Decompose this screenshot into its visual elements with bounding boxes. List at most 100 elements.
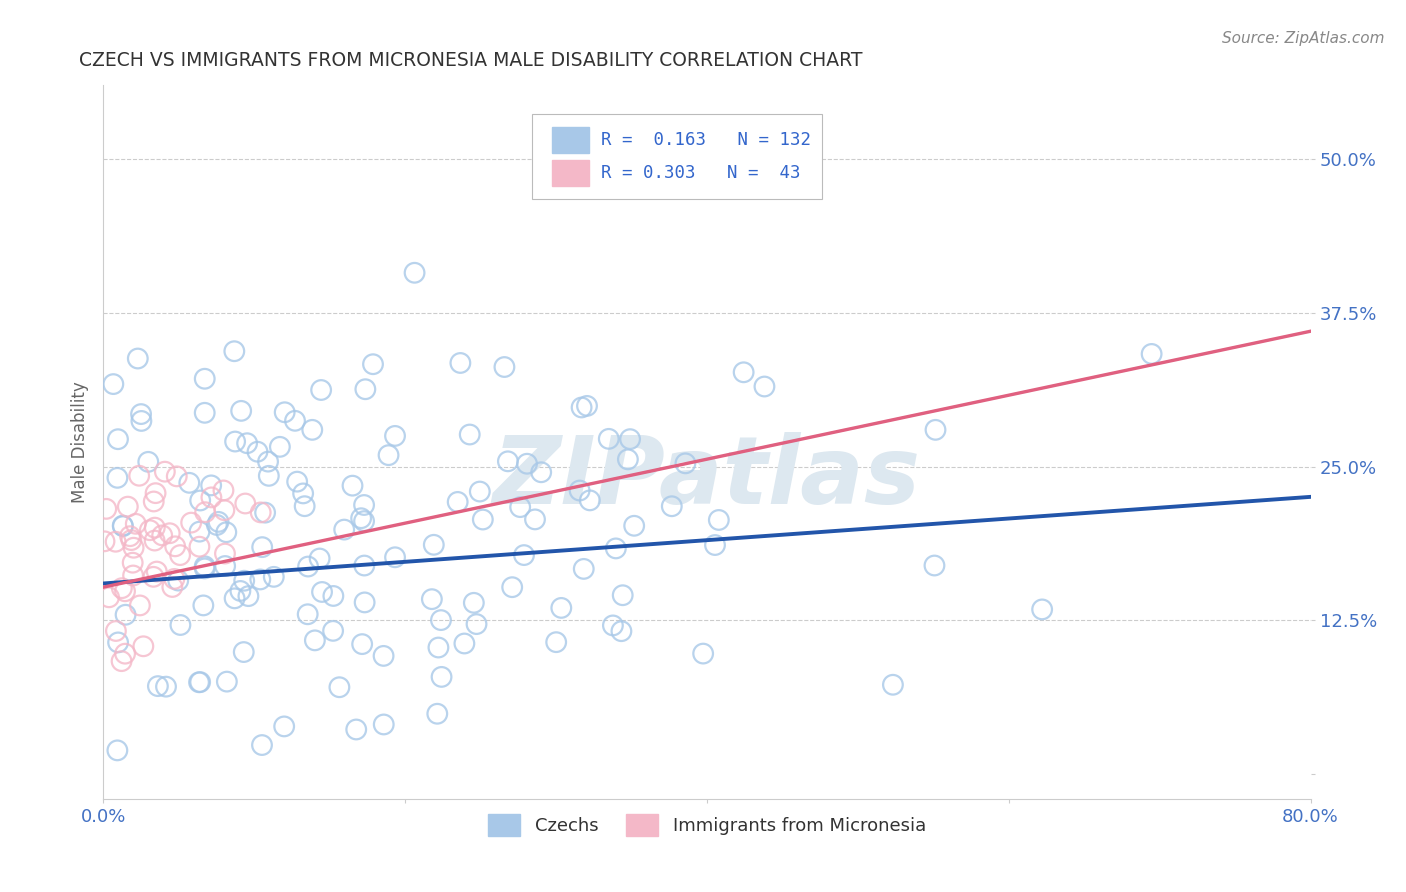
Point xyxy=(200,478,222,492)
Point xyxy=(128,468,150,483)
Point xyxy=(146,679,169,693)
Point xyxy=(294,499,316,513)
Point xyxy=(224,344,246,359)
Point xyxy=(165,539,187,553)
Point xyxy=(257,468,280,483)
Point xyxy=(301,423,323,437)
Point xyxy=(692,647,714,661)
Point xyxy=(114,647,136,661)
Point xyxy=(430,613,453,627)
Point xyxy=(426,706,449,721)
Point xyxy=(105,743,128,757)
Text: Source: ZipAtlas.com: Source: ZipAtlas.com xyxy=(1222,31,1385,46)
Point xyxy=(447,495,470,509)
Point xyxy=(579,493,602,508)
Text: R =  0.163   N = 132: R = 0.163 N = 132 xyxy=(600,131,811,149)
Point xyxy=(468,484,491,499)
Point xyxy=(166,469,188,483)
Point xyxy=(120,533,142,547)
Point xyxy=(194,561,217,575)
Point xyxy=(384,550,406,565)
Point xyxy=(675,456,697,470)
Point xyxy=(623,518,645,533)
Point xyxy=(322,589,344,603)
Point xyxy=(1031,602,1053,616)
Point xyxy=(129,599,152,613)
Point xyxy=(1140,347,1163,361)
Point xyxy=(516,457,538,471)
Point xyxy=(384,429,406,443)
Point xyxy=(103,377,125,392)
Point xyxy=(342,478,364,492)
Point xyxy=(125,516,148,531)
Point xyxy=(571,401,593,415)
Point xyxy=(471,512,494,526)
Point xyxy=(121,556,143,570)
Point xyxy=(297,559,319,574)
Point xyxy=(661,500,683,514)
Point xyxy=(494,359,516,374)
Point xyxy=(136,455,159,469)
Point xyxy=(353,595,375,609)
Point xyxy=(882,678,904,692)
Point xyxy=(107,471,129,485)
Point xyxy=(114,607,136,622)
Point xyxy=(200,491,222,505)
Point xyxy=(598,432,620,446)
Point xyxy=(250,738,273,752)
Point xyxy=(122,568,145,582)
Point xyxy=(107,432,129,446)
Point xyxy=(188,675,211,690)
Point xyxy=(333,523,356,537)
Point xyxy=(159,526,181,541)
Point xyxy=(550,601,572,615)
Point xyxy=(249,573,271,587)
Point xyxy=(568,483,591,498)
Point xyxy=(224,434,246,449)
Point xyxy=(924,423,946,437)
FancyBboxPatch shape xyxy=(553,160,589,186)
Point xyxy=(619,432,641,446)
Point xyxy=(188,675,211,690)
Point xyxy=(143,533,166,548)
Point xyxy=(612,588,634,602)
Point xyxy=(169,618,191,632)
Text: CZECH VS IMMIGRANTS FROM MICRONESIA MALE DISABILITY CORRELATION CHART: CZECH VS IMMIGRANTS FROM MICRONESIA MALE… xyxy=(79,51,862,70)
Point xyxy=(924,558,946,573)
Point xyxy=(214,559,236,574)
Point xyxy=(118,529,141,543)
Point xyxy=(352,637,374,651)
Point xyxy=(430,670,453,684)
Legend: Czechs, Immigrants from Micronesia: Czechs, Immigrants from Micronesia xyxy=(481,807,934,843)
Point xyxy=(350,511,373,525)
Point xyxy=(610,624,633,639)
Point xyxy=(285,475,308,489)
Point xyxy=(96,501,118,516)
Point xyxy=(377,448,399,462)
Point xyxy=(194,372,217,386)
Point xyxy=(145,486,167,500)
Point xyxy=(214,547,236,561)
Point xyxy=(328,680,350,694)
Point xyxy=(344,723,367,737)
Point xyxy=(93,534,115,549)
Point xyxy=(284,414,307,428)
Point xyxy=(215,525,238,540)
Point xyxy=(104,534,127,549)
Point xyxy=(111,581,134,595)
Point xyxy=(131,414,153,428)
Text: R = 0.303   N =  43: R = 0.303 N = 43 xyxy=(600,164,800,182)
Point xyxy=(188,524,211,539)
Point xyxy=(373,648,395,663)
Point xyxy=(207,515,229,529)
Point xyxy=(111,518,134,533)
Point xyxy=(273,405,295,419)
Point xyxy=(150,528,173,542)
Point xyxy=(205,518,228,533)
Point xyxy=(605,541,627,556)
Point xyxy=(231,404,253,418)
Point xyxy=(194,406,217,420)
Point xyxy=(373,717,395,731)
Point xyxy=(104,624,127,638)
Point xyxy=(513,548,536,562)
